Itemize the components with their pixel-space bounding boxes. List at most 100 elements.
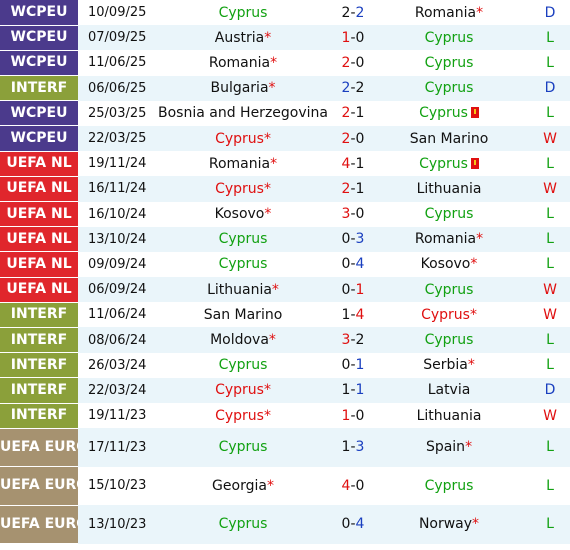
home-star-marker: * — [270, 54, 278, 71]
score-cell[interactable]: 1-4 — [328, 302, 378, 328]
away-team-name[interactable]: Cyprus — [424, 206, 474, 223]
score-cell[interactable]: 2-0 — [328, 50, 378, 76]
away-team-name[interactable]: Cyprus — [421, 306, 470, 323]
home-team-name[interactable]: Cyprus — [218, 439, 268, 456]
away-team-name[interactable]: Cyprus — [419, 155, 468, 172]
home-team-name[interactable]: Romania — [208, 155, 271, 172]
score-cell[interactable]: 1-1 — [328, 377, 378, 403]
match-row[interactable]: INTERF 08/06/24 Moldova* 3-2 Cyprus L — [0, 327, 570, 354]
home-team-name[interactable]: Cyprus — [215, 382, 264, 399]
away-score: 0 — [355, 130, 365, 147]
score-cell[interactable]: 2-1 — [328, 100, 378, 126]
match-row[interactable]: INTERF 19/11/23 Cyprus* 1-0 Lithuania W — [0, 403, 570, 429]
score-cell[interactable]: 1-3 — [328, 428, 378, 467]
away-team-name[interactable]: Lithuania — [416, 407, 482, 424]
score-cell[interactable]: 3-2 — [328, 327, 378, 353]
away-team-name[interactable]: Spain — [425, 439, 466, 456]
away-team-name[interactable]: Kosovo — [420, 256, 471, 273]
home-team-name[interactable]: Cyprus — [218, 516, 268, 533]
match-row[interactable]: UEFA NL 09/09/24 Cyprus 0-4 Kosovo* L — [0, 251, 570, 278]
home-team-name[interactable]: Romania — [208, 54, 271, 71]
score-cell[interactable]: 1-0 — [328, 25, 378, 51]
home-team-name[interactable]: Cyprus — [215, 407, 264, 424]
competition-badge: INTERF — [0, 403, 78, 429]
home-team-name[interactable]: Cyprus — [218, 4, 268, 21]
score-cell[interactable]: 4-1 — [328, 151, 378, 177]
away-team-name[interactable]: Cyprus — [424, 54, 474, 71]
home-team-name[interactable]: San Marino — [203, 306, 283, 323]
score-cell[interactable]: 0-4 — [328, 251, 378, 278]
away-team-cell: Cyprus — [378, 50, 520, 76]
away-team-name[interactable]: Cyprus — [419, 105, 468, 122]
match-row[interactable]: INTERF 06/06/25 Bulgaria* 2-2 Cyprus D — [0, 75, 570, 102]
home-team-name[interactable]: Cyprus — [218, 357, 268, 374]
match-row[interactable]: WCPEU 07/09/25 Austria* 1-0 Cyprus L — [0, 25, 570, 51]
red-card-icon — [470, 107, 479, 119]
home-team-name[interactable]: Bulgaria — [210, 80, 269, 97]
match-date: 22/03/24 — [78, 377, 158, 403]
score-cell[interactable]: 2-1 — [328, 176, 378, 202]
away-team-name[interactable]: Romania — [414, 231, 477, 248]
score-cell[interactable]: 4-0 — [328, 466, 378, 506]
match-row[interactable]: INTERF 22/03/24 Cyprus* 1-1 Latvia D — [0, 377, 570, 404]
match-row[interactable]: UEFA NL 16/10/24 Kosovo* 3-0 Cyprus L — [0, 201, 570, 228]
away-team-name[interactable]: Lithuania — [416, 180, 482, 197]
home-team-name[interactable]: Cyprus — [218, 256, 268, 273]
away-team-name[interactable]: San Marino — [409, 130, 489, 147]
home-team-name[interactable]: Cyprus — [215, 180, 264, 197]
away-team-name[interactable]: Latvia — [427, 382, 471, 399]
away-team-name[interactable]: Cyprus — [424, 477, 474, 494]
away-team-name[interactable]: Cyprus — [424, 281, 474, 298]
away-team-name[interactable]: Cyprus — [424, 29, 474, 46]
match-row[interactable]: INTERF 26/03/24 Cyprus 0-1 Serbia* L — [0, 352, 570, 379]
home-team-name[interactable]: Lithuania — [207, 281, 272, 298]
away-team-name[interactable]: Cyprus — [424, 80, 474, 97]
away-score: 0 — [355, 206, 365, 223]
home-team-name[interactable]: Moldova — [210, 332, 269, 349]
home-team-cell: Romania* — [158, 151, 328, 177]
home-team-name[interactable]: Cyprus — [215, 130, 264, 147]
score-cell[interactable]: 2-2 — [328, 75, 378, 101]
home-team-cell: Cyprus* — [158, 377, 328, 403]
home-team-name[interactable]: Cyprus — [218, 231, 268, 248]
result-indicator: L — [520, 352, 570, 378]
away-team-name[interactable]: Serbia — [423, 357, 468, 374]
score-cell[interactable]: 0-1 — [328, 277, 378, 303]
score-cell[interactable]: 1-0 — [328, 403, 378, 429]
match-row[interactable]: UEFA NL 13/10/24 Cyprus 0-3 Romania* L — [0, 226, 570, 253]
score-cell[interactable]: 0-1 — [328, 352, 378, 378]
home-team-name[interactable]: Austria — [214, 29, 265, 46]
competition-badge: WCPEU — [0, 100, 78, 127]
match-row[interactable]: UEFA NL 16/11/24 Cyprus* 2-1 Lithuania W — [0, 176, 570, 203]
away-team-cell: Cyprus — [378, 100, 520, 126]
home-team-name[interactable]: Georgia — [212, 477, 267, 494]
score-cell[interactable]: 0-3 — [328, 226, 378, 252]
match-row[interactable]: INTERF 11/06/24 San Marino 1-4 Cyprus* W — [0, 302, 570, 328]
home-team-name[interactable]: Bosnia and Herzegovina — [158, 105, 328, 122]
score-cell[interactable]: 2-0 — [328, 125, 378, 152]
result-indicator: L — [520, 505, 570, 544]
home-team-name[interactable]: Kosovo — [214, 206, 265, 223]
match-row[interactable]: UEFA NL 06/09/24 Lithuania* 0-1 Cyprus W — [0, 277, 570, 303]
score-cell[interactable]: 0-4 — [328, 505, 378, 544]
away-score: 1 — [355, 180, 365, 197]
match-date: 06/09/24 — [78, 277, 158, 303]
score-cell[interactable]: 3-0 — [328, 201, 378, 227]
match-row[interactable]: WCPEU 10/09/25 Cyprus 2-2 Romania* D — [0, 0, 570, 26]
score-cell[interactable]: 2-2 — [328, 0, 378, 26]
away-score: 1 — [355, 281, 365, 298]
home-team-cell: Georgia* — [158, 466, 328, 506]
away-team-name[interactable]: Romania — [414, 4, 477, 21]
away-team-name[interactable]: Cyprus — [424, 332, 474, 349]
home-score: 1 — [341, 382, 351, 399]
match-row[interactable]: WCPEU 22/03/25 Cyprus* 2-0 San Marino W — [0, 125, 570, 152]
match-row[interactable]: UEFA NL 19/11/24 Romania* 4-1 Cyprus L — [0, 151, 570, 177]
match-row[interactable]: WCPEU 11/06/25 Romania* 2-0 Cyprus L — [0, 50, 570, 77]
away-team-name[interactable]: Norway — [418, 516, 473, 533]
home-score: 0 — [341, 231, 351, 248]
